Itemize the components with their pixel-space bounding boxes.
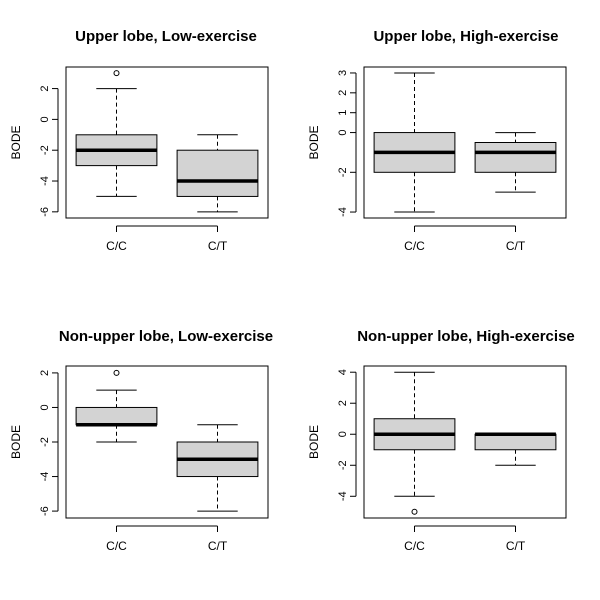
box-C/C xyxy=(75,70,158,197)
box-C/T xyxy=(176,424,259,512)
plot-frame xyxy=(65,365,269,519)
box-C/T xyxy=(474,132,557,193)
plot-frame xyxy=(65,66,269,219)
y-tick-label: -4 xyxy=(337,491,349,501)
y-tick-label: 0 xyxy=(337,130,349,136)
chart-title: Non-upper lobe, High-exercise xyxy=(357,328,575,345)
y-tick-label: -6 xyxy=(39,207,51,217)
y-tick-label: 2 xyxy=(39,370,51,376)
box-C/T xyxy=(176,134,259,213)
box-C/C xyxy=(373,371,456,515)
box-iqr xyxy=(474,433,557,451)
box-iqr xyxy=(176,149,259,197)
y-tick-label: -4 xyxy=(337,207,349,217)
y-tick-label: -2 xyxy=(39,437,51,447)
y-tick-label: -6 xyxy=(39,506,51,516)
panel-3: Non-upper lobe, Low-exercise 2 0 -2 -4 -6 BODE… xyxy=(9,328,273,553)
x-tick-label: C/T xyxy=(208,539,228,553)
chart-title: Non-upper lobe, Low-exercise xyxy=(59,328,273,345)
y-tick-label: -2 xyxy=(337,460,349,470)
y-axis-label: BODE xyxy=(307,125,321,159)
x-tick-label: C/C xyxy=(404,239,425,253)
y-tick-label: -4 xyxy=(39,472,51,482)
y-tick-label: 0 xyxy=(337,431,349,437)
y-tick-label: 0 xyxy=(39,404,51,410)
y-tick-label: -2 xyxy=(337,167,349,177)
x-tick-label: C/C xyxy=(404,539,425,553)
box-iqr xyxy=(474,142,557,173)
x-tick-label: C/T xyxy=(506,239,526,253)
panel-2: Upper lobe, High-exercise 3 2 1 0 -2 -4 BODE C/C… xyxy=(307,28,567,253)
y-tick-label: 2 xyxy=(337,90,349,96)
y-axis-label: BODE xyxy=(9,125,23,159)
box-C/T xyxy=(474,432,557,466)
x-tick-label: C/T xyxy=(208,239,228,253)
plot-frame xyxy=(363,365,567,519)
panel-4: Non-upper lobe, High-exercise 4 2 0 -2 -4 BODE… xyxy=(307,328,575,553)
y-tick-label: 2 xyxy=(39,86,51,92)
y-tick-label: 1 xyxy=(337,110,349,116)
box-C/C xyxy=(75,369,158,443)
chart-title: Upper lobe, High-exercise xyxy=(373,28,558,45)
chart-title: Upper lobe, Low-exercise xyxy=(75,28,257,45)
plot-frame xyxy=(363,66,567,219)
y-tick-label: -4 xyxy=(39,176,51,186)
outlier-point xyxy=(113,369,120,376)
panel-1: Upper lobe, Low-exercise 2 0 -2 -4 -6 BODE C/C C… xyxy=(9,28,269,253)
y-tick-label: -2 xyxy=(39,145,51,155)
y-tick-label: 3 xyxy=(337,70,349,76)
box-C/C xyxy=(373,72,456,213)
outlier-point xyxy=(113,70,120,77)
y-tick-label: 2 xyxy=(337,400,349,406)
y-tick-label: 0 xyxy=(39,116,51,122)
box-iqr xyxy=(75,406,158,426)
x-tick-label: C/T xyxy=(506,539,526,553)
y-axis-label: BODE xyxy=(9,425,23,459)
x-tick-label: C/C xyxy=(106,539,127,553)
y-axis-label: BODE xyxy=(307,425,321,459)
y-tick-label: 4 xyxy=(337,369,349,375)
x-tick-label: C/C xyxy=(106,239,127,253)
outlier-point xyxy=(411,508,418,515)
